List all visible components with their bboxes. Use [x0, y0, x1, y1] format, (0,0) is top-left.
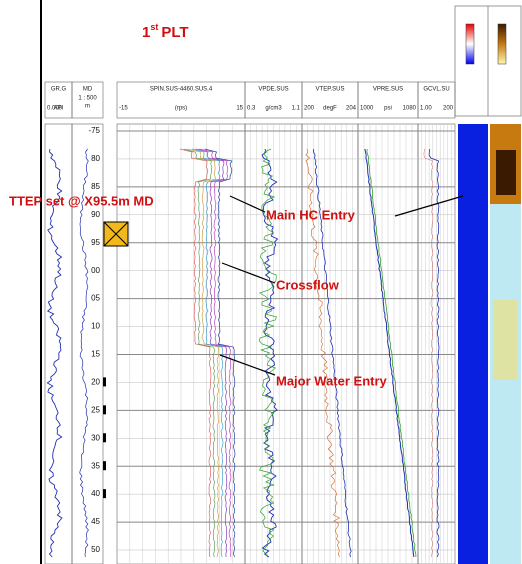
track-scale: -15 [119, 106, 128, 112]
title-suffix: st [150, 22, 158, 32]
track-scale: 204 [346, 106, 357, 112]
image-track-blue [458, 124, 488, 564]
track-scale: 15 [236, 106, 243, 112]
depth-label: 35 [91, 461, 100, 470]
depth-label: 45 [91, 517, 100, 526]
track-scale: g/cm3 [265, 106, 282, 112]
depth-label: 00 [91, 266, 100, 275]
perforation [103, 433, 106, 442]
perforation [103, 461, 106, 470]
depth-label: 80 [91, 154, 100, 163]
track-scale: (rps) [175, 106, 187, 112]
track-scale: 1.00 [420, 106, 432, 112]
track-name: VPDE.SUS [258, 87, 288, 93]
depth-label: 90 [91, 210, 100, 219]
annotation: Crossflow [276, 277, 340, 292]
perforation [103, 405, 106, 414]
perforation [103, 489, 106, 498]
perforation [103, 377, 106, 386]
title-number: 1 [142, 24, 150, 41]
track-scale: 200 [443, 106, 454, 112]
track-name: VTEP.SUS [316, 87, 345, 93]
color-scale [498, 24, 506, 64]
track-scale: 1 : 500 [78, 96, 97, 102]
page: 1stPLT GR.G0.000APIMD1 : 500mSPIN.SUS-44… [0, 0, 522, 564]
annotation: TTEP set @ X95.5m MD [9, 193, 154, 208]
track-scale: 1.1 [292, 106, 301, 112]
track-name: MD [83, 87, 93, 93]
track-scale: API [54, 106, 64, 112]
track-scale: degF [323, 106, 337, 112]
depth-label: 15 [91, 350, 100, 359]
depth-label: -75 [88, 126, 100, 135]
depth-label: 95 [91, 238, 100, 247]
track-name: GR.G [51, 87, 67, 93]
annotation: Main HC Entry [266, 207, 356, 222]
depth-label: 05 [91, 294, 100, 303]
color-scale [466, 24, 474, 64]
track-name: VPRE.SUS [373, 87, 403, 93]
image-track-patch [493, 300, 517, 380]
depth-label: 25 [91, 405, 100, 414]
title-text: PLT [161, 24, 188, 41]
depth-label: 40 [91, 489, 100, 498]
plt-log: 1stPLT GR.G0.000APIMD1 : 500mSPIN.SUS-44… [0, 0, 522, 564]
track-name: SPIN.SUS-4460.SUS.4 [150, 87, 213, 93]
depth-label: 85 [91, 182, 100, 191]
track-scale: m [85, 104, 90, 110]
annotation: Major Water Entry [276, 373, 388, 388]
track-scale: 200 [304, 106, 315, 112]
image-track-dark [496, 150, 516, 195]
depth-label: 10 [91, 322, 100, 331]
track-scale: 1080 [403, 106, 417, 112]
track-name: GCVL.SU [423, 87, 449, 93]
track-scale: 0.3 [247, 106, 256, 112]
track-scale: 1000 [360, 106, 374, 112]
depth-label: 30 [91, 433, 100, 442]
depth-label: 20 [91, 378, 100, 387]
track-scale: psi [384, 106, 392, 112]
depth-label: 50 [91, 545, 100, 554]
